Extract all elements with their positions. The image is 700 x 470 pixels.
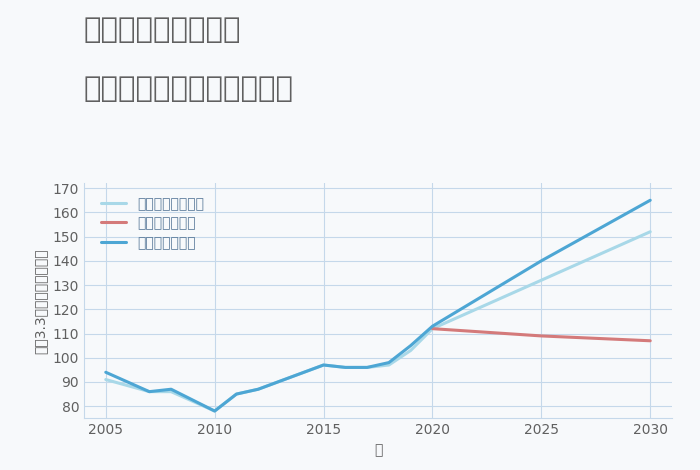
グッドシナリオ: [385, 360, 393, 365]
ノーマルシナリオ: [363, 365, 371, 370]
ノーマルシナリオ: [145, 389, 153, 394]
ノーマルシナリオ: [385, 362, 393, 368]
バッドシナリオ: [537, 333, 545, 339]
グッドシナリオ: [211, 408, 219, 414]
Text: 大阪府高石市綾園の: 大阪府高石市綾園の: [84, 16, 241, 45]
グッドシナリオ: [145, 389, 153, 394]
グッドシナリオ: [428, 323, 437, 329]
ノーマルシナリオ: [428, 326, 437, 331]
ノーマルシナリオ: [232, 391, 241, 397]
グッドシナリオ: [341, 365, 349, 370]
バッドシナリオ: [646, 338, 654, 344]
ノーマルシナリオ: [537, 277, 545, 283]
ノーマルシナリオ: [646, 229, 654, 235]
ノーマルシナリオ: [211, 408, 219, 414]
グッドシナリオ: [167, 386, 175, 392]
ノーマルシナリオ: [102, 377, 110, 383]
ノーマルシナリオ: [254, 386, 262, 392]
Line: バッドシナリオ: バッドシナリオ: [433, 329, 650, 341]
Text: 中古マンションの価格推移: 中古マンションの価格推移: [84, 75, 294, 103]
グッドシナリオ: [232, 391, 241, 397]
ノーマルシナリオ: [167, 389, 175, 394]
グッドシナリオ: [407, 343, 415, 348]
Y-axis label: 坪（3.3㎡）単価（万円）: 坪（3.3㎡）単価（万円）: [33, 248, 47, 353]
Line: ノーマルシナリオ: ノーマルシナリオ: [106, 232, 650, 411]
グッドシナリオ: [537, 258, 545, 264]
ノーマルシナリオ: [341, 365, 349, 370]
グッドシナリオ: [254, 386, 262, 392]
バッドシナリオ: [428, 326, 437, 331]
グッドシナリオ: [646, 197, 654, 203]
X-axis label: 年: 年: [374, 443, 382, 457]
Legend: ノーマルシナリオ, バッドシナリオ, グッドシナリオ: ノーマルシナリオ, バッドシナリオ, グッドシナリオ: [97, 193, 209, 254]
グッドシナリオ: [363, 365, 371, 370]
Line: グッドシナリオ: グッドシナリオ: [106, 200, 650, 411]
ノーマルシナリオ: [407, 348, 415, 353]
グッドシナリオ: [319, 362, 328, 368]
ノーマルシナリオ: [319, 362, 328, 368]
グッドシナリオ: [102, 369, 110, 375]
